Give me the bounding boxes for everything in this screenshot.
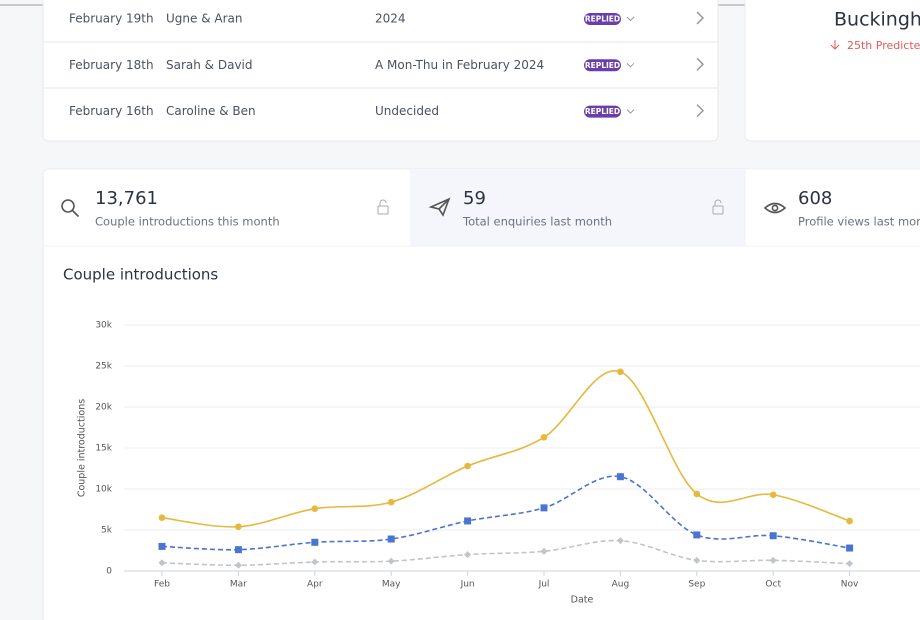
y-tick-label: 10k — [95, 485, 112, 495]
dropdown-icon — [626, 62, 635, 68]
status-badge — [584, 13, 621, 25]
point — [387, 498, 395, 506]
status-badge — [584, 105, 621, 118]
y-tick-label: 30k — [95, 321, 112, 331]
enquiry-table — [42, 0, 719, 142]
stat-value: 59 — [463, 188, 486, 209]
x-tick-label: Mar — [230, 580, 247, 590]
status-label: REPLIED — [585, 107, 620, 116]
point — [387, 535, 395, 543]
point — [311, 505, 319, 512]
x-tick-label: Aug — [612, 580, 630, 590]
stat-panel — [744, 168, 920, 247]
point — [769, 532, 777, 540]
side-card — [744, 0, 920, 142]
stat-value: 13,761 — [95, 188, 158, 209]
point — [464, 517, 472, 525]
y-tick-label: 0 — [106, 567, 112, 577]
point — [846, 560, 854, 568]
row-chevron — [696, 11, 705, 25]
x-tick-label: Jun — [460, 580, 475, 590]
side-card-note: 25th Predicted — [847, 39, 920, 52]
point — [846, 544, 854, 552]
dropdown-icon — [626, 109, 635, 114]
y-tick-label: 5k — [101, 526, 113, 536]
table-cell: February 18th — [69, 58, 154, 72]
point — [158, 542, 166, 550]
stat-label: Couple introductions this month — [95, 215, 280, 229]
point — [616, 537, 624, 545]
point — [464, 551, 472, 559]
point — [693, 531, 701, 539]
x-tick-label: Nov — [841, 580, 859, 590]
y-tick-label: 25k — [95, 362, 112, 372]
stat-label: Profile views last month — [798, 215, 920, 229]
series-line — [161, 475, 850, 551]
point — [540, 504, 548, 512]
x-tick-label: Apr — [307, 580, 323, 590]
status-label: REPLIED — [585, 15, 620, 24]
x-tick-label: Oct — [765, 580, 781, 590]
dropdown-icon — [626, 16, 635, 22]
icons — [61, 197, 787, 218]
point — [235, 523, 242, 531]
y-axis-label: Couple introductions — [77, 399, 88, 497]
point — [158, 514, 166, 521]
point — [234, 546, 242, 554]
point — [540, 547, 548, 555]
y-tick-label: 15k — [95, 444, 112, 454]
table-cell: Caroline & Ben — [166, 104, 256, 118]
point — [617, 368, 624, 376]
x-tick-label: Jul — [538, 580, 550, 590]
point — [769, 556, 777, 564]
table-cell: February 19th — [69, 12, 154, 26]
table-cell: Undecided — [375, 104, 439, 118]
x-tick-label: Feb — [154, 580, 170, 590]
table-cell: A Mon-Thu in February 2024 — [375, 58, 544, 72]
chart-title: Couple introductions — [63, 266, 218, 284]
point — [540, 434, 548, 441]
series-line — [161, 539, 850, 567]
stat-value: 608 — [798, 188, 832, 209]
y-tick-label: 20k — [95, 403, 112, 413]
table-cell: February 16th — [69, 104, 154, 118]
status-badge — [584, 59, 621, 72]
point — [693, 556, 701, 564]
point — [616, 473, 624, 481]
point — [311, 558, 319, 566]
x-tick-label: May — [382, 580, 401, 590]
point — [769, 491, 777, 499]
point — [693, 490, 701, 498]
point — [311, 538, 319, 546]
row-chevron — [696, 57, 705, 71]
stat-panel — [410, 169, 745, 246]
point — [387, 557, 395, 565]
x-tick-label: Sep — [688, 580, 705, 590]
point — [846, 517, 853, 525]
point — [158, 559, 166, 567]
status-label: REPLIED — [585, 61, 620, 70]
series-line — [161, 369, 850, 528]
table-cell: Sarah & David — [166, 58, 253, 72]
side-card-title: Buckingha — [834, 9, 920, 31]
x-axis-label: Date — [571, 595, 594, 606]
lock-icons — [377, 199, 724, 215]
table-cell: 2024 — [375, 12, 406, 26]
row-chevron — [696, 104, 705, 118]
table-cell: Ugne & Aran — [166, 12, 242, 26]
down-arrow-icon — [830, 40, 840, 50]
point — [234, 561, 242, 569]
stat-label: Total enquiries last month — [462, 215, 612, 229]
point — [464, 462, 471, 470]
